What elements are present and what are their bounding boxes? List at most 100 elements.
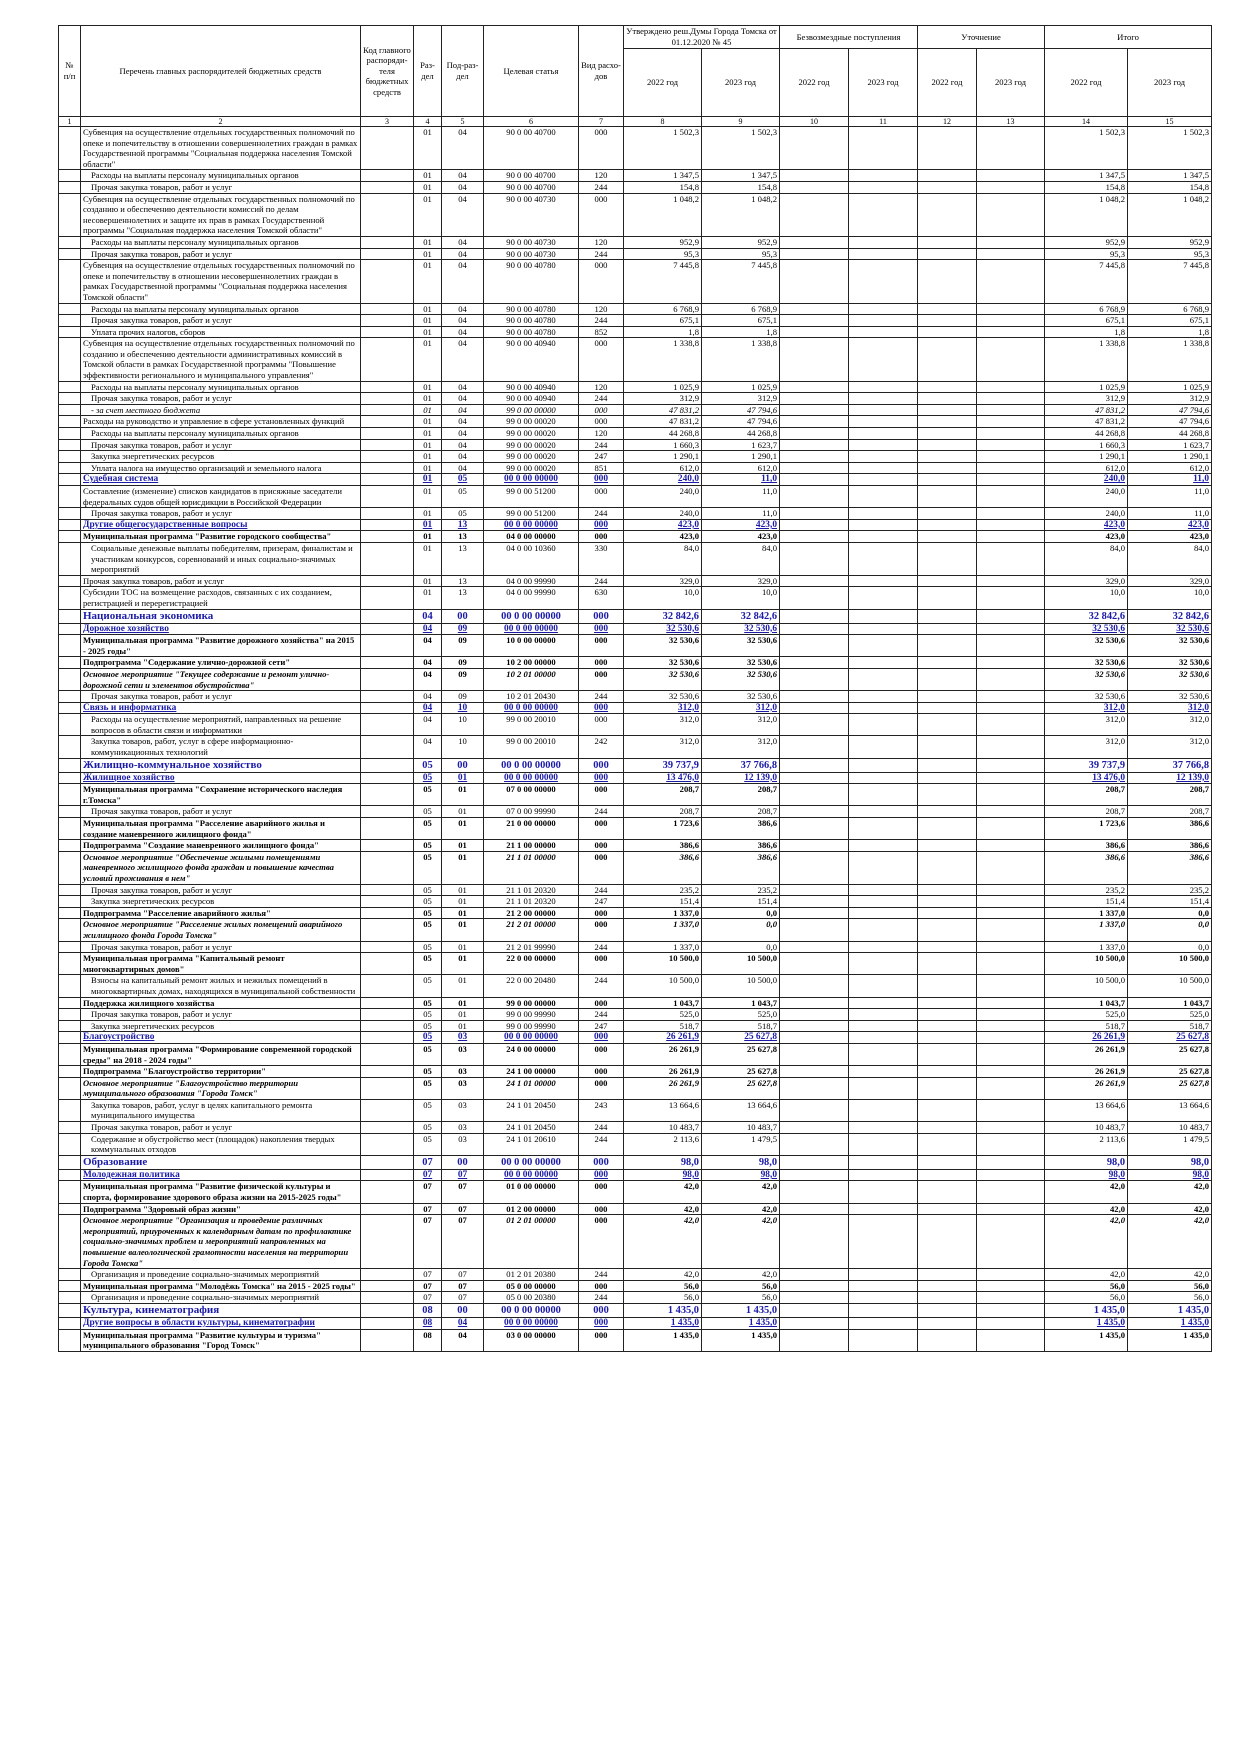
name-cell: Субвенция на осуществление отдельных гос… bbox=[80, 125, 361, 171]
amount-cell: 423,0 bbox=[623, 518, 702, 532]
expense-type-cell: 000 bbox=[578, 757, 624, 773]
table-row: Дорожное хозяйство 04 09 00 0 00 00000 000 32… bbox=[58, 622, 1213, 636]
total-cell: 1 723,6 bbox=[1044, 817, 1129, 841]
subsection-cell: 04 bbox=[441, 259, 484, 304]
empty-cell bbox=[848, 1019, 919, 1033]
code-cell bbox=[360, 180, 414, 194]
name-cell: Прочая закупка товаров, работ и услуг bbox=[80, 940, 361, 954]
empty-cell bbox=[917, 518, 978, 532]
empty-cell bbox=[976, 586, 1046, 610]
row-number-cell bbox=[58, 1302, 81, 1318]
year-header: 2023 год bbox=[976, 48, 1046, 117]
empty-cell bbox=[917, 622, 978, 636]
empty-cell bbox=[779, 667, 850, 692]
empty-cell bbox=[976, 713, 1046, 737]
row-number-cell bbox=[58, 839, 81, 852]
subsection-cell: 04 bbox=[441, 169, 484, 182]
subsection-cell: 05 bbox=[441, 507, 484, 520]
target-cell: 00 0 00 00000 bbox=[483, 757, 579, 773]
subsection-cell: 04 bbox=[441, 1316, 484, 1330]
empty-cell bbox=[779, 757, 850, 773]
total-cell: 13 476,0 bbox=[1044, 771, 1129, 785]
code-cell bbox=[360, 608, 414, 624]
amount-cell: 32 530,6 bbox=[623, 622, 702, 636]
empty-cell bbox=[917, 1065, 978, 1078]
subsection-cell: 01 bbox=[441, 918, 484, 942]
empty-cell bbox=[976, 1042, 1046, 1067]
section-cell: 05 bbox=[413, 757, 442, 773]
row-number-cell bbox=[58, 1121, 81, 1134]
code-cell bbox=[360, 337, 414, 382]
code-cell bbox=[360, 1031, 414, 1044]
total-cell: 1 435,0 bbox=[1127, 1328, 1213, 1352]
section-cell: 07 bbox=[413, 1168, 442, 1182]
year-header: 2022 год bbox=[779, 48, 850, 117]
total-cell: 32 842,6 bbox=[1044, 608, 1129, 624]
amount-cell: 1 338,8 bbox=[623, 337, 702, 382]
total-cell: 1 347,5 bbox=[1044, 169, 1129, 182]
amount-cell: 1 290,1 bbox=[623, 450, 702, 463]
target-cell: 10 2 01 00000 bbox=[483, 667, 579, 692]
empty-cell bbox=[848, 771, 919, 785]
section-cell: 01 bbox=[413, 192, 442, 237]
amount-cell: 1 435,0 bbox=[623, 1316, 702, 1330]
total-cell: 312,9 bbox=[1127, 392, 1213, 405]
empty-cell bbox=[848, 1121, 919, 1134]
section-cell: 05 bbox=[413, 1132, 442, 1156]
empty-cell bbox=[976, 1154, 1046, 1170]
empty-cell bbox=[779, 325, 850, 339]
section-cell: 04 bbox=[413, 634, 442, 658]
amount-cell: 612,0 bbox=[700, 461, 781, 475]
row-number-cell bbox=[58, 314, 81, 327]
name-cell: Образование bbox=[80, 1154, 361, 1170]
empty-cell bbox=[848, 713, 919, 737]
row-number-cell bbox=[58, 247, 81, 261]
empty-cell bbox=[848, 380, 919, 394]
name-cell: Муниципальная программа "Развитие дорожн… bbox=[80, 634, 361, 658]
row-number-cell bbox=[58, 461, 81, 475]
empty-cell bbox=[976, 608, 1046, 624]
row-number-cell bbox=[58, 713, 81, 737]
year-header: 2023 год bbox=[1127, 48, 1213, 117]
subsection-cell: 13 bbox=[441, 518, 484, 532]
total-cell: 98,0 bbox=[1044, 1168, 1129, 1182]
amount-cell: 0,0 bbox=[700, 906, 781, 920]
total-cell: 1 347,5 bbox=[1127, 169, 1213, 182]
empty-cell bbox=[917, 530, 978, 543]
code-cell bbox=[360, 1279, 414, 1293]
amount-cell: 42,0 bbox=[623, 1268, 702, 1281]
section-cell: 01 bbox=[413, 461, 442, 475]
amount-cell: 25 627,8 bbox=[700, 1076, 781, 1100]
empty-cell bbox=[779, 169, 850, 182]
total-cell: 42,0 bbox=[1127, 1202, 1213, 1216]
empty-cell bbox=[779, 473, 850, 486]
group-header: Утверждено реш.Думы Города Томска от 01.… bbox=[622, 25, 781, 49]
amount-cell: 47 831,2 bbox=[623, 403, 702, 417]
empty-cell bbox=[976, 1132, 1046, 1156]
row-number-cell bbox=[58, 302, 81, 316]
expense-type-cell: 000 bbox=[578, 1180, 624, 1204]
empty-cell bbox=[917, 392, 978, 405]
empty-cell bbox=[848, 259, 919, 304]
amount-cell: 84,0 bbox=[623, 541, 702, 576]
subsection-cell: 00 bbox=[441, 1154, 484, 1170]
subsection-cell: 01 bbox=[441, 1019, 484, 1033]
table-row: Национальная экономика 04 00 00 0 00 00000 0… bbox=[58, 608, 1213, 624]
empty-cell bbox=[779, 1042, 850, 1067]
expense-type-cell: 000 bbox=[578, 918, 624, 942]
expense-type-cell: 244 bbox=[578, 247, 624, 261]
empty-cell bbox=[917, 701, 978, 715]
expense-type-cell: 852 bbox=[578, 325, 624, 339]
subsection-cell: 00 bbox=[441, 608, 484, 624]
empty-cell bbox=[917, 438, 978, 452]
table-row: Муниципальная программа "Сохранение исто… bbox=[58, 783, 1213, 807]
target-cell: 21 2 01 99990 bbox=[483, 940, 579, 954]
column-number: 6 bbox=[483, 116, 579, 127]
total-cell: 1 290,1 bbox=[1044, 450, 1129, 463]
empty-cell bbox=[917, 473, 978, 486]
target-cell: 10 2 01 20430 bbox=[483, 690, 579, 703]
target-cell: 21 2 01 00000 bbox=[483, 918, 579, 942]
amount-cell: 1 723,6 bbox=[623, 817, 702, 841]
expense-type-cell: 000 bbox=[578, 656, 624, 669]
column-number: 7 bbox=[578, 116, 624, 127]
